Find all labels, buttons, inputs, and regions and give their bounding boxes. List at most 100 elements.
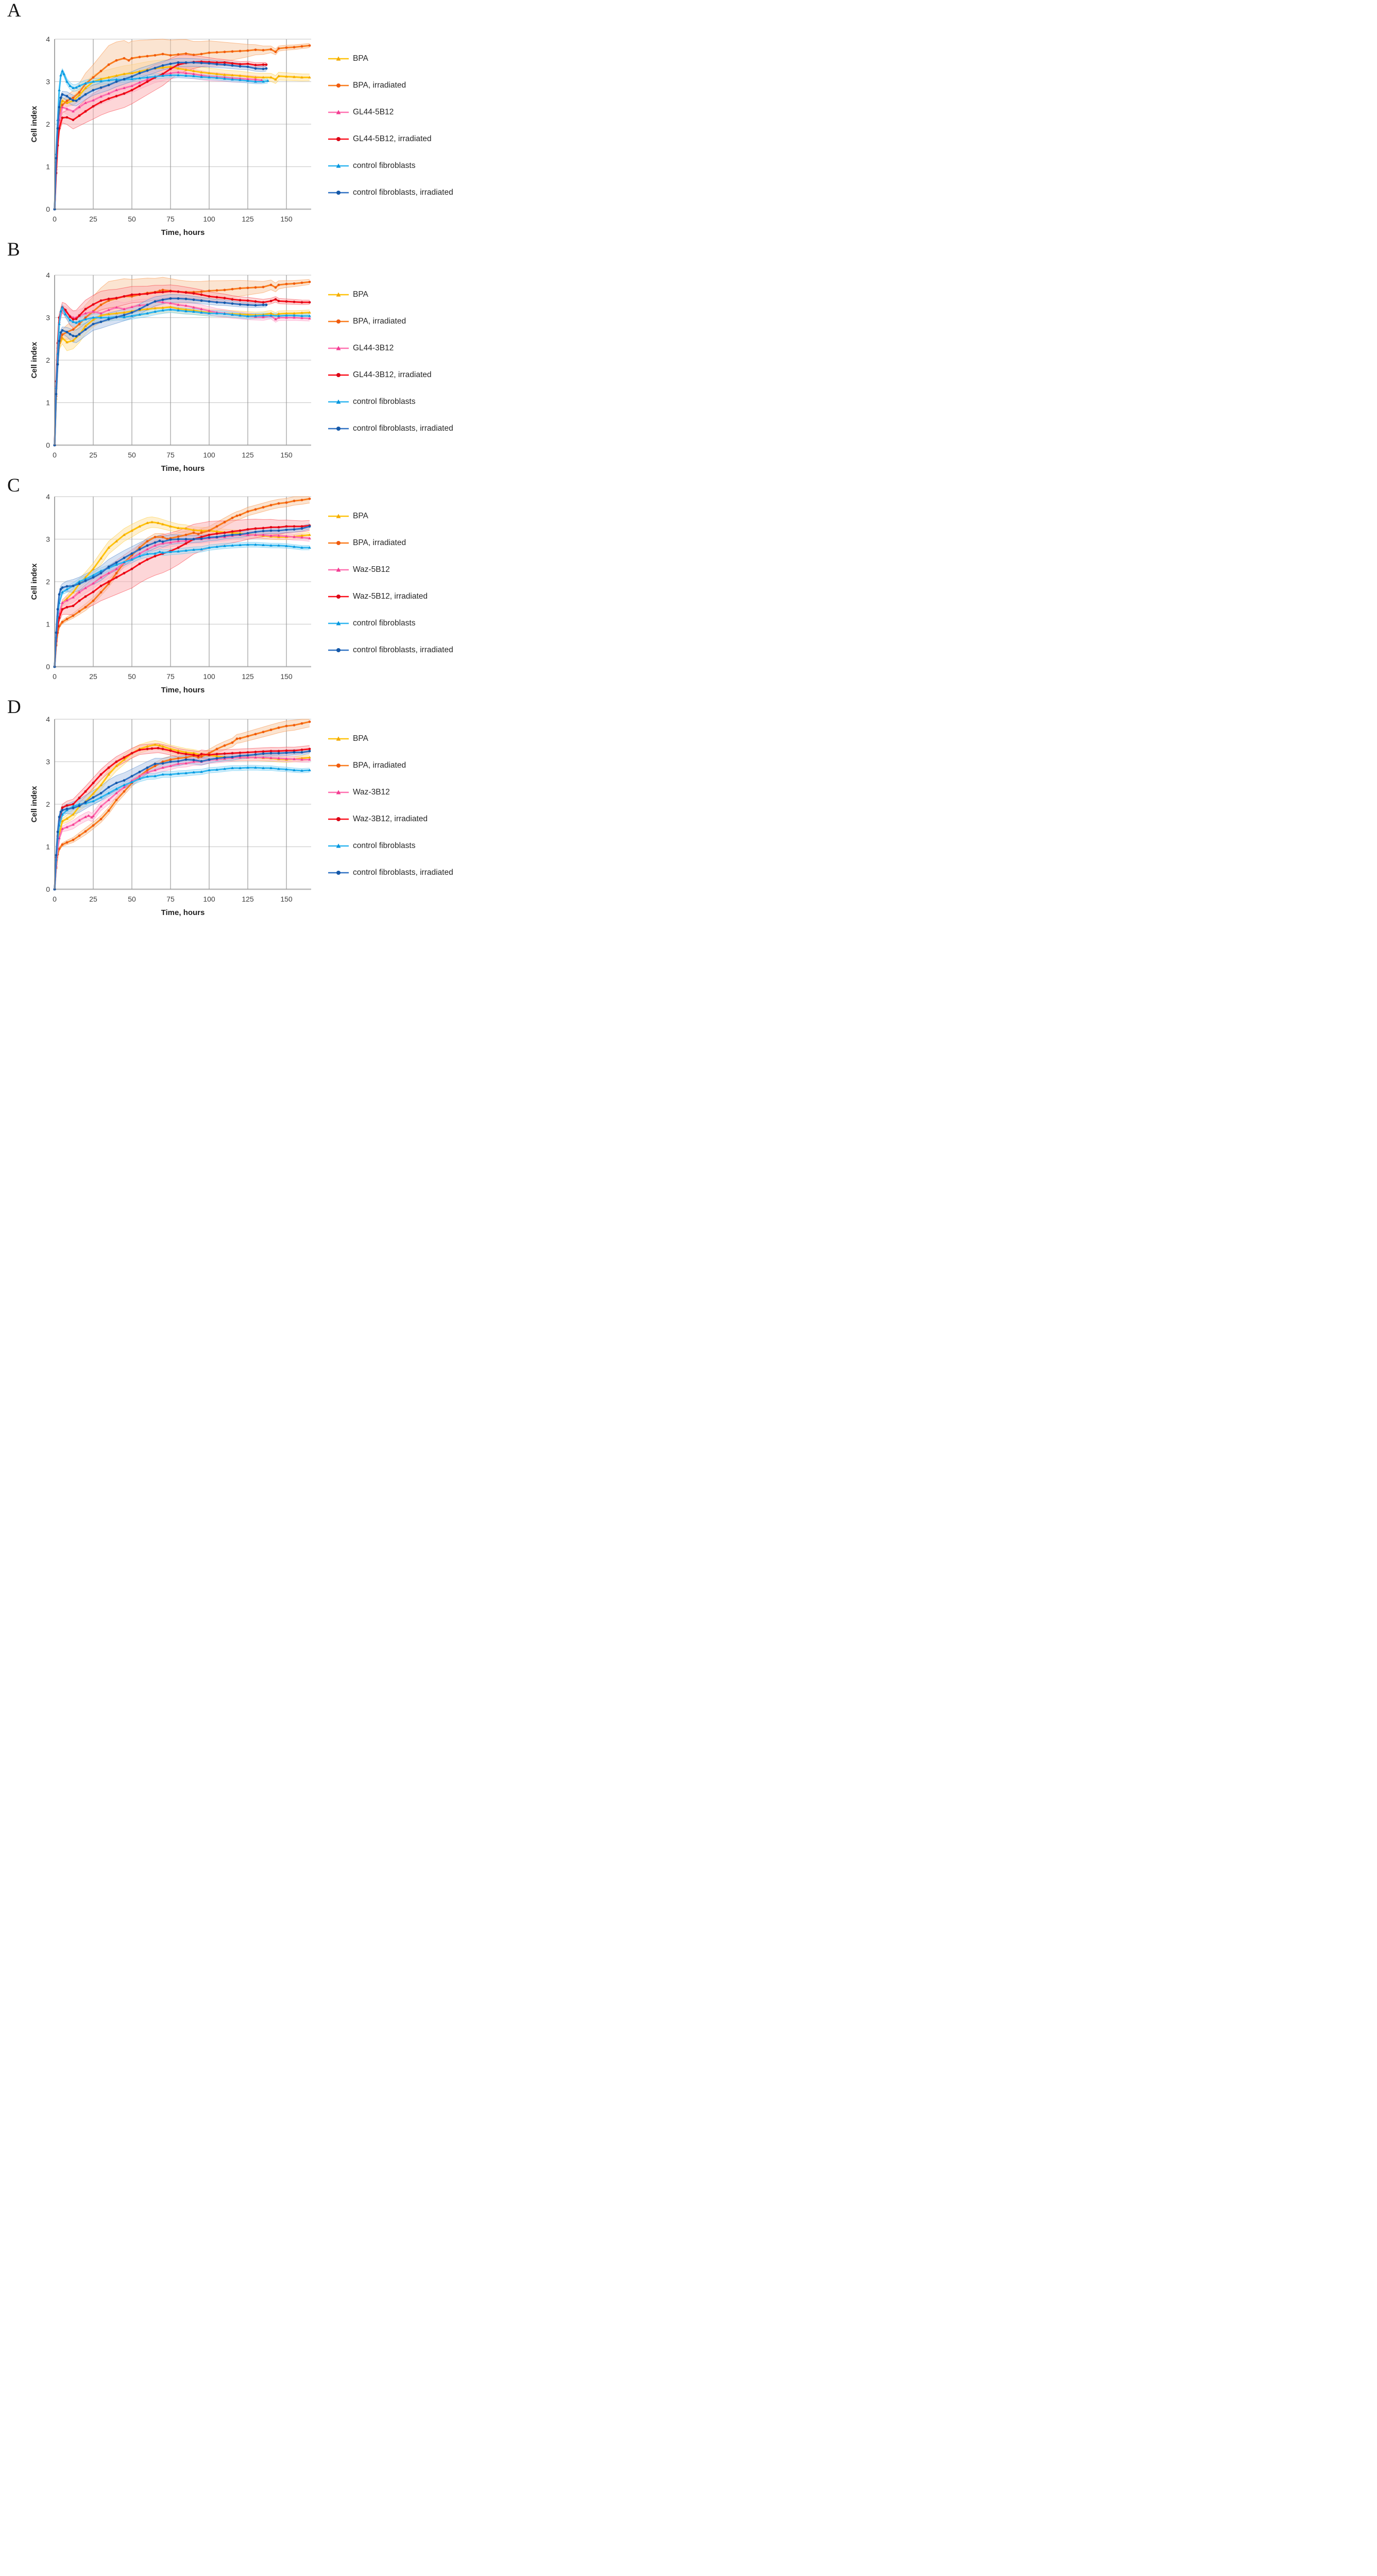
legend-label: control fibroblasts, irradiated bbox=[353, 868, 453, 877]
cell-index-chart-a: 0 1 2 3 4 0 25 50 75 100 125 150 Time, hours Cell ind… bbox=[30, 35, 311, 237]
svg-text:4: 4 bbox=[46, 35, 50, 43]
legend-label: BPA, irradiated bbox=[353, 761, 406, 770]
svg-text:50: 50 bbox=[128, 451, 136, 459]
svg-text:0: 0 bbox=[46, 885, 50, 893]
svg-text:150: 150 bbox=[280, 895, 293, 903]
series-marker-icon bbox=[328, 319, 349, 324]
legend-item: Waz-5B12 bbox=[328, 565, 456, 577]
svg-text:0: 0 bbox=[46, 205, 50, 213]
svg-text:2: 2 bbox=[46, 356, 50, 364]
series-marker-icon bbox=[328, 191, 349, 195]
svg-text:2: 2 bbox=[46, 578, 50, 586]
legend-item: BPA, irradiated bbox=[328, 316, 456, 328]
legend-label: Waz-5B12 bbox=[353, 565, 390, 574]
legend-item: GL44-3B12, irradiated bbox=[328, 370, 456, 382]
svg-text:150: 150 bbox=[280, 451, 293, 459]
legend-item: control fibroblasts bbox=[328, 161, 456, 173]
legend-item: BPA, irradiated bbox=[328, 80, 456, 92]
legend-item: Waz-3B12, irradiated bbox=[328, 814, 456, 826]
series-marker-icon bbox=[328, 137, 349, 141]
series-marker-icon bbox=[328, 373, 349, 377]
svg-text:0: 0 bbox=[53, 215, 57, 223]
series-marker-icon bbox=[328, 163, 349, 168]
svg-text:Time, hours: Time, hours bbox=[161, 228, 205, 237]
legend-item: control fibroblasts, irradiated bbox=[328, 188, 456, 199]
series-marker-icon bbox=[328, 514, 349, 518]
legend-label: BPA, irradiated bbox=[353, 317, 406, 326]
svg-text:125: 125 bbox=[242, 672, 254, 681]
svg-text:75: 75 bbox=[166, 451, 175, 459]
svg-text:0: 0 bbox=[53, 672, 57, 681]
panel-b: B 0 1 2 3 4 0 25 50 75 100 125 150 Time, hours Cell i… bbox=[0, 239, 459, 475]
series-marker-icon bbox=[328, 83, 349, 88]
svg-text:Cell index: Cell index bbox=[30, 786, 39, 823]
panel-b-chart-area: 0 1 2 3 4 0 25 50 75 100 125 150 Time, hours Cell ind… bbox=[29, 268, 317, 474]
svg-text:2: 2 bbox=[46, 120, 50, 128]
legend-item: BPA, irradiated bbox=[328, 538, 456, 550]
legend-label: BPA bbox=[353, 734, 368, 743]
legend-label: GL44-3B12 bbox=[353, 344, 394, 352]
legend-item: control fibroblasts bbox=[328, 397, 456, 409]
panel-d-label: D bbox=[7, 697, 21, 718]
series-marker-icon bbox=[328, 621, 349, 625]
legend-label: Waz-3B12, irradiated bbox=[353, 815, 428, 823]
svg-text:125: 125 bbox=[242, 451, 254, 459]
series-marker-icon bbox=[328, 648, 349, 652]
svg-text:50: 50 bbox=[128, 672, 136, 681]
series-marker-icon bbox=[328, 790, 349, 794]
svg-text:75: 75 bbox=[166, 895, 175, 903]
svg-text:25: 25 bbox=[89, 672, 97, 681]
svg-text:Cell index: Cell index bbox=[30, 342, 39, 379]
svg-text:1: 1 bbox=[46, 398, 50, 406]
legend-label: GL44-5B12 bbox=[353, 108, 394, 116]
panel-a-label: A bbox=[7, 0, 21, 21]
panel-b-legend: BPA BPA, irradiated GL44-3B12 GL44-3B12,… bbox=[328, 268, 456, 435]
series-marker-icon bbox=[328, 567, 349, 572]
legend-label: Waz-5B12, irradiated bbox=[353, 592, 428, 601]
legend-label: BPA bbox=[353, 290, 368, 299]
legend-item: GL44-5B12 bbox=[328, 107, 456, 119]
cell-index-chart-d: 0 1 2 3 4 0 25 50 75 100 125 150 Time, hours Cell ind… bbox=[30, 715, 311, 917]
panel-c: C 0 1 2 3 4 0 25 50 75 100 125 150 Time, hours Cell i… bbox=[0, 475, 459, 697]
series-marker-icon bbox=[328, 764, 349, 768]
legend-item: control fibroblasts, irradiated bbox=[328, 423, 456, 435]
svg-text:125: 125 bbox=[242, 215, 254, 223]
series-marker-icon bbox=[328, 292, 349, 297]
series-marker-icon bbox=[328, 871, 349, 875]
legend-label: BPA bbox=[353, 512, 368, 520]
legend-label: control fibroblasts bbox=[353, 397, 416, 406]
svg-text:Cell index: Cell index bbox=[30, 106, 39, 143]
panel-c-legend: BPA BPA, irradiated Waz-5B12 Waz-5B12, i… bbox=[328, 489, 456, 657]
svg-text:1: 1 bbox=[46, 162, 50, 171]
svg-text:Time, hours: Time, hours bbox=[161, 908, 205, 917]
panel-a-chart-area: 0 1 2 3 4 0 25 50 75 100 125 150 Time, hours Cell ind… bbox=[29, 32, 317, 238]
panel-c-label: C bbox=[7, 475, 20, 496]
svg-text:75: 75 bbox=[166, 672, 175, 681]
series-marker-icon bbox=[328, 817, 349, 821]
legend-item: BPA bbox=[328, 511, 456, 523]
svg-text:150: 150 bbox=[280, 215, 293, 223]
legend-label: control fibroblasts, irradiated bbox=[353, 188, 453, 197]
legend-label: control fibroblasts bbox=[353, 619, 416, 628]
legend-item: control fibroblasts bbox=[328, 841, 456, 853]
legend-label: GL44-3B12, irradiated bbox=[353, 370, 432, 379]
legend-item: BPA bbox=[328, 54, 456, 65]
legend-label: GL44-5B12, irradiated bbox=[353, 134, 432, 143]
svg-text:3: 3 bbox=[46, 313, 50, 321]
legend-item: Waz-3B12 bbox=[328, 787, 456, 799]
legend-label: control fibroblasts bbox=[353, 841, 416, 850]
svg-text:100: 100 bbox=[203, 672, 215, 681]
cell-index-chart-c: 0 1 2 3 4 0 25 50 75 100 125 150 Time, hours Cell ind… bbox=[30, 493, 311, 694]
svg-text:1: 1 bbox=[46, 620, 50, 628]
svg-text:100: 100 bbox=[203, 895, 215, 903]
legend-item: BPA bbox=[328, 734, 456, 745]
svg-text:Time, hours: Time, hours bbox=[161, 686, 205, 694]
svg-text:25: 25 bbox=[89, 215, 97, 223]
svg-text:2: 2 bbox=[46, 800, 50, 808]
svg-text:25: 25 bbox=[89, 895, 97, 903]
series-marker-icon bbox=[328, 110, 349, 114]
legend-item: control fibroblasts, irradiated bbox=[328, 868, 456, 879]
legend-item: GL44-3B12 bbox=[328, 343, 456, 355]
legend-label: Waz-3B12 bbox=[353, 788, 390, 796]
svg-text:Cell index: Cell index bbox=[30, 563, 39, 600]
